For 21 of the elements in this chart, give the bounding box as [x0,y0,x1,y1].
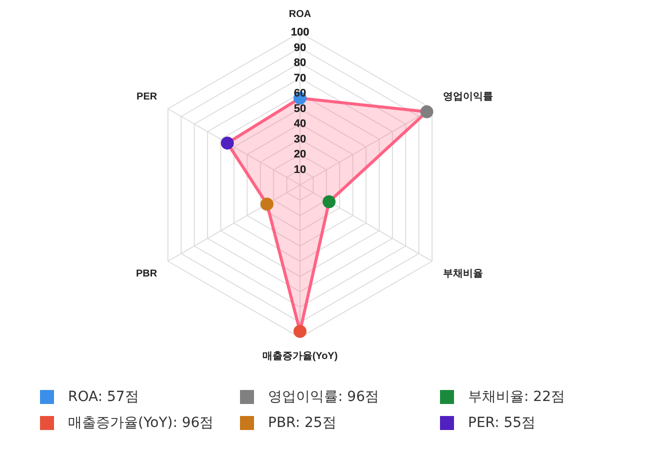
y-tick-label: 40 [294,118,306,130]
text: ROA: 57점 [68,388,139,406]
y-tick-label: 50 [294,102,306,115]
spoke-label: 부채비율 [442,268,483,280]
text: 영업이익률: 96점 [268,388,379,406]
text: PER: 55점 [468,414,536,432]
y-tick-label: 80 [294,57,306,70]
y-tick-label: 100 [290,26,310,39]
spoke-label: 영업이익률 [442,91,493,102]
text: 부채비율: 22점 [468,388,565,406]
y-tick-label: 20 [294,148,306,161]
y-tick-label: 10 [294,164,306,176]
spoke-label: PER [136,91,158,102]
spoke-label: PBR [136,268,158,280]
y-tick-label: 90 [294,42,306,54]
text: PBR: 25점 [268,414,336,432]
text: 매출증가율(YoY): 96점 [68,414,214,432]
y-tick-label: 70 [294,72,306,84]
y-tick-label: 30 [294,133,306,146]
spoke-label: 매출증가율(YoY) [262,350,338,362]
spoke-label: ROA [288,8,312,20]
